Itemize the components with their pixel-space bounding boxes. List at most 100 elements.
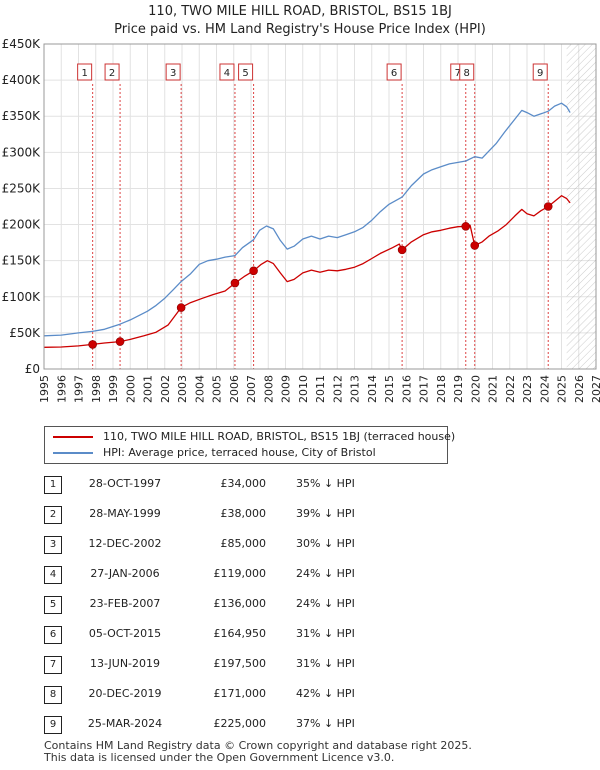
title-line-2: Price paid vs. HM Land Registry's House …: [114, 22, 486, 37]
sale-marker-box: [104, 63, 120, 81]
sale-point: [461, 222, 471, 231]
x-tick-label: 1998: [90, 375, 103, 403]
sale-row: 7 13-JUN-2019 £197,500 31% ↓ HPI: [0, 650, 600, 680]
x-tick-label: 1999: [107, 375, 120, 403]
x-tick-label: 2009: [280, 375, 293, 403]
sale-number-badge: 3: [44, 536, 62, 554]
sale-marker-number: 8: [464, 68, 470, 79]
footer-line-1: Contains HM Land Registry data © Crown c…: [44, 739, 472, 752]
x-tick-label: 2001: [142, 375, 155, 403]
x-tick-label: 1995: [38, 375, 51, 403]
x-tick-label: 2017: [418, 375, 431, 403]
hpi-series-line: [43, 102, 571, 337]
x-tick-label: 2011: [314, 375, 327, 403]
x-tick-label: 2023: [521, 375, 534, 403]
sale-row: 5 23-FEB-2007 £136,000 24% ↓ HPI: [0, 590, 600, 620]
sale-marker-number: 9: [537, 68, 543, 79]
sale-hpi-diff: 30% ↓ HPI: [296, 537, 355, 550]
sale-hpi-diff: 42% ↓ HPI: [296, 687, 355, 700]
legend-label-hpi: HPI: Average price, terraced house, City…: [103, 446, 376, 459]
x-tick-label: 2006: [228, 375, 241, 403]
sale-date: 28-MAY-1999: [89, 507, 161, 520]
x-tick-label: 2004: [193, 375, 206, 403]
x-tick-label: 2007: [245, 375, 258, 403]
footer-line-2: This data is licensed under the Open Gov…: [44, 751, 395, 764]
sale-point: [470, 241, 480, 250]
x-tick-label: 2008: [262, 375, 275, 403]
sale-price: £85,000: [220, 537, 267, 550]
sale-date: 05-OCT-2015: [88, 627, 162, 640]
y-tick-label: £400K: [2, 73, 42, 87]
sale-date: 28-OCT-1997: [88, 477, 162, 490]
sale-point: [230, 278, 240, 288]
chart-title: 110, TWO MILE HILL ROAD, BRISTOL, BS15 1…: [0, 3, 600, 39]
sale-date: 20-DEC-2019: [88, 687, 162, 700]
legend-item-property: 110, TWO MILE HILL ROAD, BRISTOL, BS15 1…: [45, 429, 455, 445]
sale-date: 27-JAN-2006: [90, 567, 160, 580]
chart-legend: 110, TWO MILE HILL ROAD, BRISTOL, BS15 1…: [44, 426, 455, 464]
sale-row: 2 28-MAY-1999 £38,000 39% ↓ HPI: [0, 500, 600, 530]
x-tick-label: 2018: [435, 375, 448, 403]
sale-hpi-diff: 35% ↓ HPI: [296, 477, 355, 490]
sale-marker-number: 2: [109, 68, 115, 79]
sale-row: 4 27-JAN-2006 £119,000 24% ↓ HPI: [0, 560, 600, 590]
sale-price: £38,000: [220, 507, 267, 520]
sale-hpi-diff: 37% ↓ HPI: [296, 717, 355, 730]
sale-number-badge: 9: [44, 716, 62, 734]
sale-price: £136,000: [213, 597, 267, 610]
sale-marker-number: 1: [81, 68, 87, 79]
forecast-region: [566, 44, 596, 369]
x-tick-label: 2013: [349, 375, 362, 403]
x-tick-label: 2027: [590, 375, 600, 403]
property-series-line: [43, 195, 571, 348]
title-line-1: 110, TWO MILE HILL ROAD, BRISTOL, BS15 1…: [148, 4, 452, 19]
legend-swatch-property: [53, 436, 93, 438]
y-tick-label: £450K: [2, 37, 42, 51]
sale-date: 23-FEB-2007: [89, 597, 161, 610]
y-tick-label: £250K: [2, 181, 42, 195]
sale-marker-number: 7: [455, 68, 461, 79]
sale-number-badge: 5: [44, 596, 62, 614]
x-tick-label: 2021: [487, 375, 500, 403]
sale-price: £171,000: [213, 687, 267, 700]
sale-number-badge: 4: [44, 566, 62, 584]
sale-point: [115, 337, 125, 346]
x-tick-label: 2024: [538, 375, 551, 403]
x-tick-label: 2002: [159, 375, 172, 403]
sale-price: £164,950: [213, 627, 267, 640]
sale-marker-box: [165, 63, 181, 81]
sale-row: 3 12-DEC-2002 £85,000 30% ↓ HPI: [0, 530, 600, 560]
x-tick-label: 2020: [469, 375, 482, 403]
x-tick-label: 2000: [124, 375, 137, 403]
x-tick-label: 2016: [400, 375, 413, 403]
footer-attribution: Contains HM Land Registry data © Crown c…: [44, 740, 472, 764]
y-tick-label: £200K: [2, 218, 42, 232]
sale-hpi-diff: 24% ↓ HPI: [296, 567, 355, 580]
x-tick-label: 2022: [504, 375, 517, 403]
sale-marker-number: 3: [170, 68, 176, 79]
sale-hpi-diff: 31% ↓ HPI: [296, 657, 355, 670]
sale-number-badge: 7: [44, 656, 62, 674]
x-tick-label: 2010: [297, 375, 310, 403]
sale-marker-box: [532, 63, 548, 81]
x-tick-label: 2003: [176, 375, 189, 403]
sale-hpi-diff: 39% ↓ HPI: [296, 507, 355, 520]
sale-marker-box: [77, 63, 93, 81]
sale-point: [249, 266, 258, 276]
sale-marker-box: [238, 63, 254, 81]
x-tick-label: 2012: [331, 375, 344, 403]
sale-price: £225,000: [213, 717, 267, 730]
sale-number-badge: 1: [44, 476, 62, 494]
sale-row: 9 25-MAR-2024 £225,000 37% ↓ HPI: [0, 710, 600, 740]
sale-price: £34,000: [220, 477, 267, 490]
sale-marker-number: 5: [242, 68, 248, 79]
sale-row: 6 05-OCT-2015 £164,950 31% ↓ HPI: [0, 620, 600, 650]
x-tick-label: 1996: [55, 375, 68, 403]
y-tick-label: £150K: [2, 254, 42, 268]
sale-marker-number: 6: [391, 68, 397, 79]
plot-border: [43, 43, 597, 370]
x-tick-label: 1997: [73, 375, 86, 403]
x-tick-label: 2014: [366, 375, 379, 403]
y-tick-label: £350K: [2, 109, 42, 123]
